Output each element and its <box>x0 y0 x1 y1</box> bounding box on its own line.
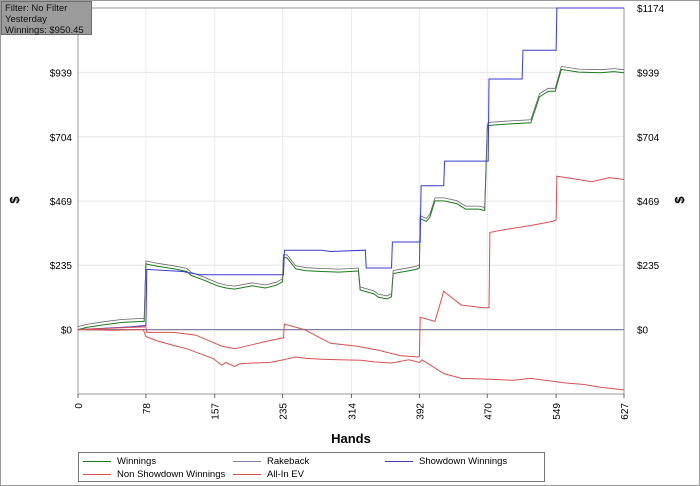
legend-label: Non Showdown Winnings <box>117 469 226 480</box>
y-tick-label-right: $704 <box>637 133 660 144</box>
filter-info-box: Filter: No Filter Yesterday Winnings: $9… <box>1 1 92 36</box>
x-tick-label: 235 <box>279 403 290 420</box>
legend-swatch <box>385 461 413 462</box>
x-axis-title: Hands <box>331 431 371 446</box>
x-tick-label: 470 <box>483 403 494 420</box>
x-tick-label: 549 <box>552 403 563 420</box>
winnings-total-label: Winnings: $950.45 <box>5 25 84 36</box>
chart-legend: Winnings Rakeback Showdown Winnings Non … <box>78 452 545 482</box>
series-line-showdown-winnings <box>77 7 624 331</box>
y-tick-label-left: $704 <box>50 133 73 144</box>
legend-label: All-In EV <box>267 469 304 480</box>
legend-swatch <box>83 461 111 462</box>
series-line-winnings-shadow <box>77 65 625 327</box>
legend-swatch <box>83 474 111 475</box>
x-tick-label: 392 <box>415 403 426 420</box>
y-tick-label-left: $469 <box>50 197 73 208</box>
y-tick-label-right: $939 <box>637 68 660 79</box>
axes <box>77 7 625 398</box>
grid <box>77 7 625 394</box>
legend-label: Rakeback <box>267 456 310 467</box>
y-tick-label-right: $1174 <box>637 4 665 15</box>
y-tick-label-right: $235 <box>637 261 660 272</box>
y-tick-label-left: $0 <box>61 326 73 337</box>
x-tick-label: 157 <box>211 403 222 420</box>
series-line-non-showdown-winnings <box>77 329 625 391</box>
filter-label: Filter: No Filter <box>5 3 68 14</box>
x-tick-label: 627 <box>620 403 631 420</box>
series-lines <box>77 7 625 391</box>
x-tick-label: 78 <box>142 403 153 415</box>
date-range-label: Yesterday <box>5 14 47 25</box>
y-axis-title-right: $ <box>672 196 687 204</box>
legend-label: Showdown Winnings <box>419 456 508 467</box>
series-line-all-in-ev <box>77 175 625 358</box>
legend-swatch <box>233 461 261 462</box>
legend-label: Winnings <box>117 456 157 467</box>
x-tick-label: 0 <box>74 403 85 409</box>
legend-swatch <box>233 474 261 475</box>
tick-labels: $0 $0 $235 $235 $469 $469 $704 $704 $939 $939 $117… <box>45 4 665 420</box>
y-tick-label-left: $235 <box>50 261 73 272</box>
y-axis-title-left: $ <box>7 196 22 204</box>
y-tick-label-right: $469 <box>637 197 660 208</box>
y-tick-label-left: $939 <box>50 68 73 79</box>
series-line-winnings <box>77 68 625 331</box>
y-tick-label-right: $0 <box>637 326 649 337</box>
x-tick-label: 314 <box>347 403 358 420</box>
